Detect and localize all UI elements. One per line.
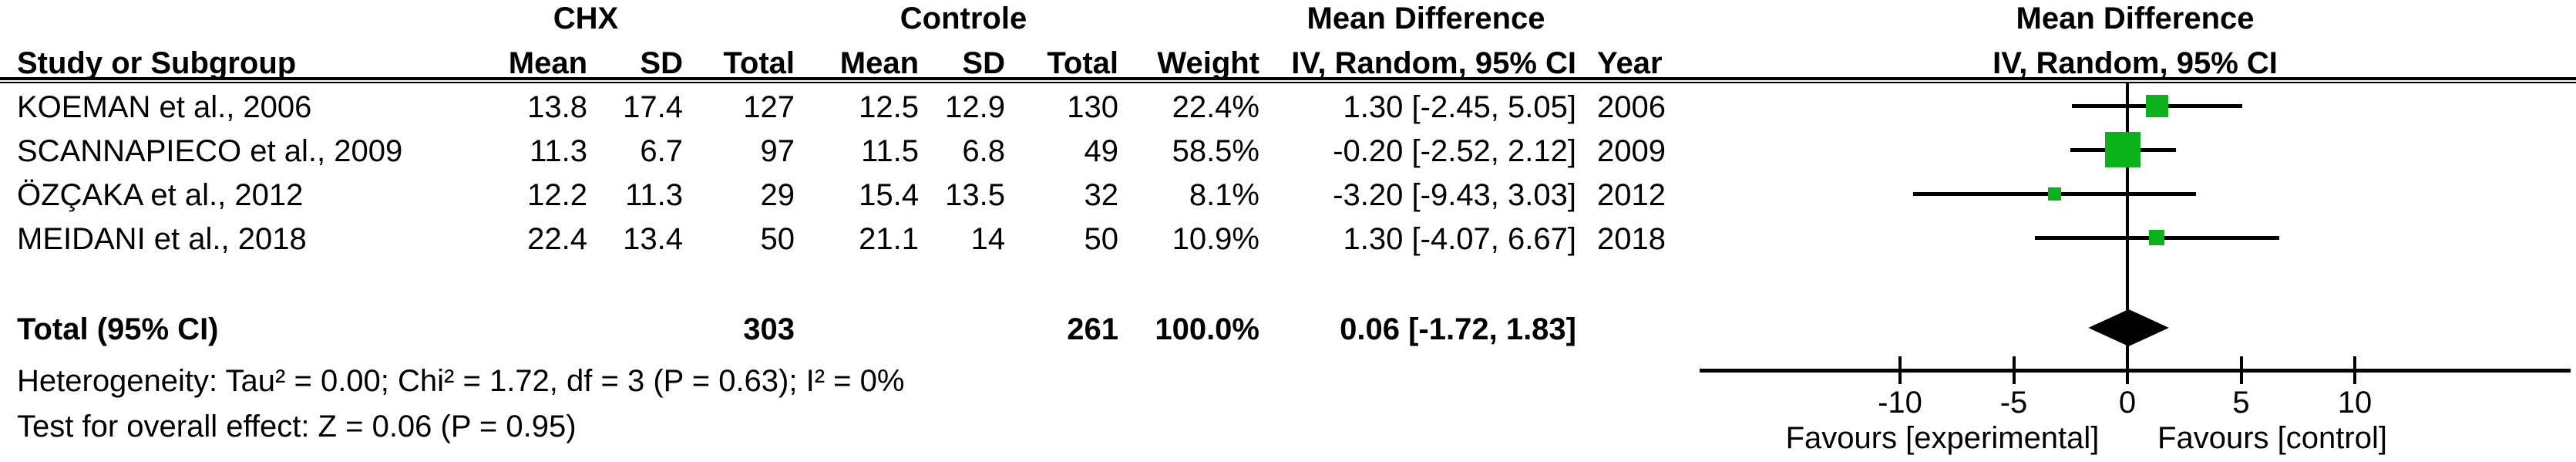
ctl-total: 50 bbox=[1084, 222, 1119, 256]
weight-value: 22.4% bbox=[1172, 90, 1259, 124]
weight-value: 58.5% bbox=[1172, 134, 1259, 168]
ci-value: -3.20 [-9.43, 3.03] bbox=[1333, 178, 1576, 212]
ci-value: 1.30 [-4.07, 6.67] bbox=[1343, 222, 1576, 256]
group2-header: Controle bbox=[900, 2, 1027, 35]
total-chx-n: 303 bbox=[743, 312, 795, 346]
ctl-mean: 15.4 bbox=[859, 178, 919, 212]
ctl-total: 32 bbox=[1084, 178, 1119, 212]
ctl-mean: 11.5 bbox=[861, 134, 919, 168]
axis-tick bbox=[1898, 356, 1902, 384]
total-ctl-n: 261 bbox=[1067, 312, 1118, 346]
plot-subtitle: IV, Random, 95% CI bbox=[1993, 46, 2278, 80]
heterogeneity-text: Heterogeneity: Tau² = 0.00; Chi² = 1.72,… bbox=[17, 364, 905, 398]
plot-title: Mean Difference bbox=[2016, 2, 2255, 35]
table-row: KOEMAN et al., 2006 13.8 17.4 127 12.5 1… bbox=[0, 90, 2576, 124]
axis-tick bbox=[2126, 356, 2129, 384]
group-header-row: CHX Controle Mean Difference Mean Differ… bbox=[0, 2, 2576, 35]
total-label: Total (95% CI) bbox=[17, 312, 219, 346]
col-sd1: SD bbox=[640, 46, 683, 80]
axis-tick bbox=[2239, 356, 2243, 384]
chx-total: 29 bbox=[760, 178, 795, 212]
table-row: SCANNAPIECO et al., 2009 11.3 6.7 97 11.… bbox=[0, 134, 2576, 168]
year-value: 2009 bbox=[1597, 134, 1666, 168]
study-name: MEIDANI et al., 2018 bbox=[17, 222, 307, 256]
favours-right-label: Favours [control] bbox=[2157, 421, 2387, 455]
year-value: 2006 bbox=[1597, 90, 1666, 124]
heterogeneity-row: Heterogeneity: Tau² = 0.00; Chi² = 1.72,… bbox=[0, 364, 2576, 398]
effect-square bbox=[2105, 132, 2141, 167]
chx-sd: 17.4 bbox=[623, 90, 683, 124]
effect-square bbox=[2048, 187, 2062, 201]
col-ci: IV, Random, 95% CI bbox=[1291, 46, 1576, 80]
ctl-mean: 21.1 bbox=[859, 222, 919, 256]
ctl-sd: 14 bbox=[970, 222, 1006, 256]
header-rule bbox=[0, 77, 2576, 83]
chx-mean: 11.3 bbox=[530, 134, 587, 168]
axis-tick-label: 5 bbox=[2232, 386, 2250, 420]
ci-value: -0.20 [-2.52, 2.12] bbox=[1333, 134, 1576, 168]
ctl-total: 49 bbox=[1084, 134, 1119, 168]
chx-sd: 11.3 bbox=[625, 178, 683, 212]
overall-effect-text: Test for overall effect: Z = 0.06 (P = 0… bbox=[17, 410, 577, 443]
chx-mean: 22.4 bbox=[527, 222, 587, 256]
study-name: ÖZÇAKA et al., 2012 bbox=[17, 178, 304, 212]
ci-value: 1.30 [-2.45, 5.05] bbox=[1343, 90, 1576, 124]
table-row: MEIDANI et al., 2018 22.4 13.4 50 21.1 1… bbox=[0, 222, 2576, 256]
axis-tick-label: -5 bbox=[1999, 386, 2028, 420]
effect-column-title: Mean Difference bbox=[1306, 2, 1545, 35]
x-axis bbox=[1700, 369, 2571, 373]
group1-header: CHX bbox=[553, 2, 619, 35]
zero-line bbox=[2126, 83, 2129, 370]
effect-square bbox=[2145, 94, 2168, 117]
chx-mean: 12.2 bbox=[527, 178, 587, 212]
col-total2: Total bbox=[1047, 46, 1118, 80]
total-weight: 100.0% bbox=[1155, 312, 1259, 346]
forest-plot-area: Favours [experimental] Favours [control]… bbox=[1696, 0, 2576, 462]
col-study: Study or Subgroup bbox=[17, 46, 297, 80]
col-weight: Weight bbox=[1157, 46, 1259, 80]
study-name: SCANNAPIECO et al., 2009 bbox=[17, 134, 403, 168]
axis-tick-label: -10 bbox=[1878, 386, 1922, 420]
table-row: ÖZÇAKA et al., 2012 12.2 11.3 29 15.4 13… bbox=[0, 178, 2576, 212]
year-value: 2012 bbox=[1597, 178, 1666, 212]
total-ci: 0.06 [-1.72, 1.83] bbox=[1340, 312, 1576, 346]
favours-left-label: Favours [experimental] bbox=[1785, 421, 2100, 455]
chx-mean: 13.8 bbox=[527, 90, 587, 124]
ctl-mean: 12.5 bbox=[859, 90, 919, 124]
ctl-sd: 12.9 bbox=[945, 90, 1005, 124]
overall-effect-row: Test for overall effect: Z = 0.06 (P = 0… bbox=[0, 410, 2576, 443]
weight-value: 8.1% bbox=[1189, 178, 1259, 212]
chx-total: 97 bbox=[760, 134, 795, 168]
ctl-total: 130 bbox=[1067, 90, 1118, 124]
total-row: Total (95% CI) 303 261 100.0% 0.06 [-1.7… bbox=[0, 312, 2576, 346]
col-mean2: Mean bbox=[839, 46, 919, 80]
axis-tick-label: 10 bbox=[2337, 386, 2373, 420]
chx-sd: 6.7 bbox=[640, 134, 683, 168]
col-year: Year bbox=[1597, 46, 1663, 80]
chx-sd: 13.4 bbox=[623, 222, 683, 256]
ctl-sd: 6.8 bbox=[962, 134, 1005, 168]
weight-value: 10.9% bbox=[1172, 222, 1259, 256]
pooled-diamond bbox=[2088, 309, 2169, 346]
ctl-sd: 13.5 bbox=[945, 178, 1005, 212]
chx-total: 50 bbox=[760, 222, 795, 256]
study-name: KOEMAN et al., 2006 bbox=[17, 90, 312, 124]
axis-tick bbox=[2012, 356, 2016, 384]
year-value: 2018 bbox=[1597, 222, 1666, 256]
axis-tick bbox=[2353, 356, 2356, 384]
column-header-row: Study or Subgroup Mean SD Total Mean SD … bbox=[0, 46, 2576, 80]
axis-tick-label: 0 bbox=[2118, 386, 2137, 420]
chx-total: 127 bbox=[743, 90, 795, 124]
effect-square bbox=[2149, 230, 2165, 245]
col-sd2: SD bbox=[962, 46, 1005, 80]
col-mean1: Mean bbox=[508, 46, 587, 80]
col-total1: Total bbox=[723, 46, 795, 80]
